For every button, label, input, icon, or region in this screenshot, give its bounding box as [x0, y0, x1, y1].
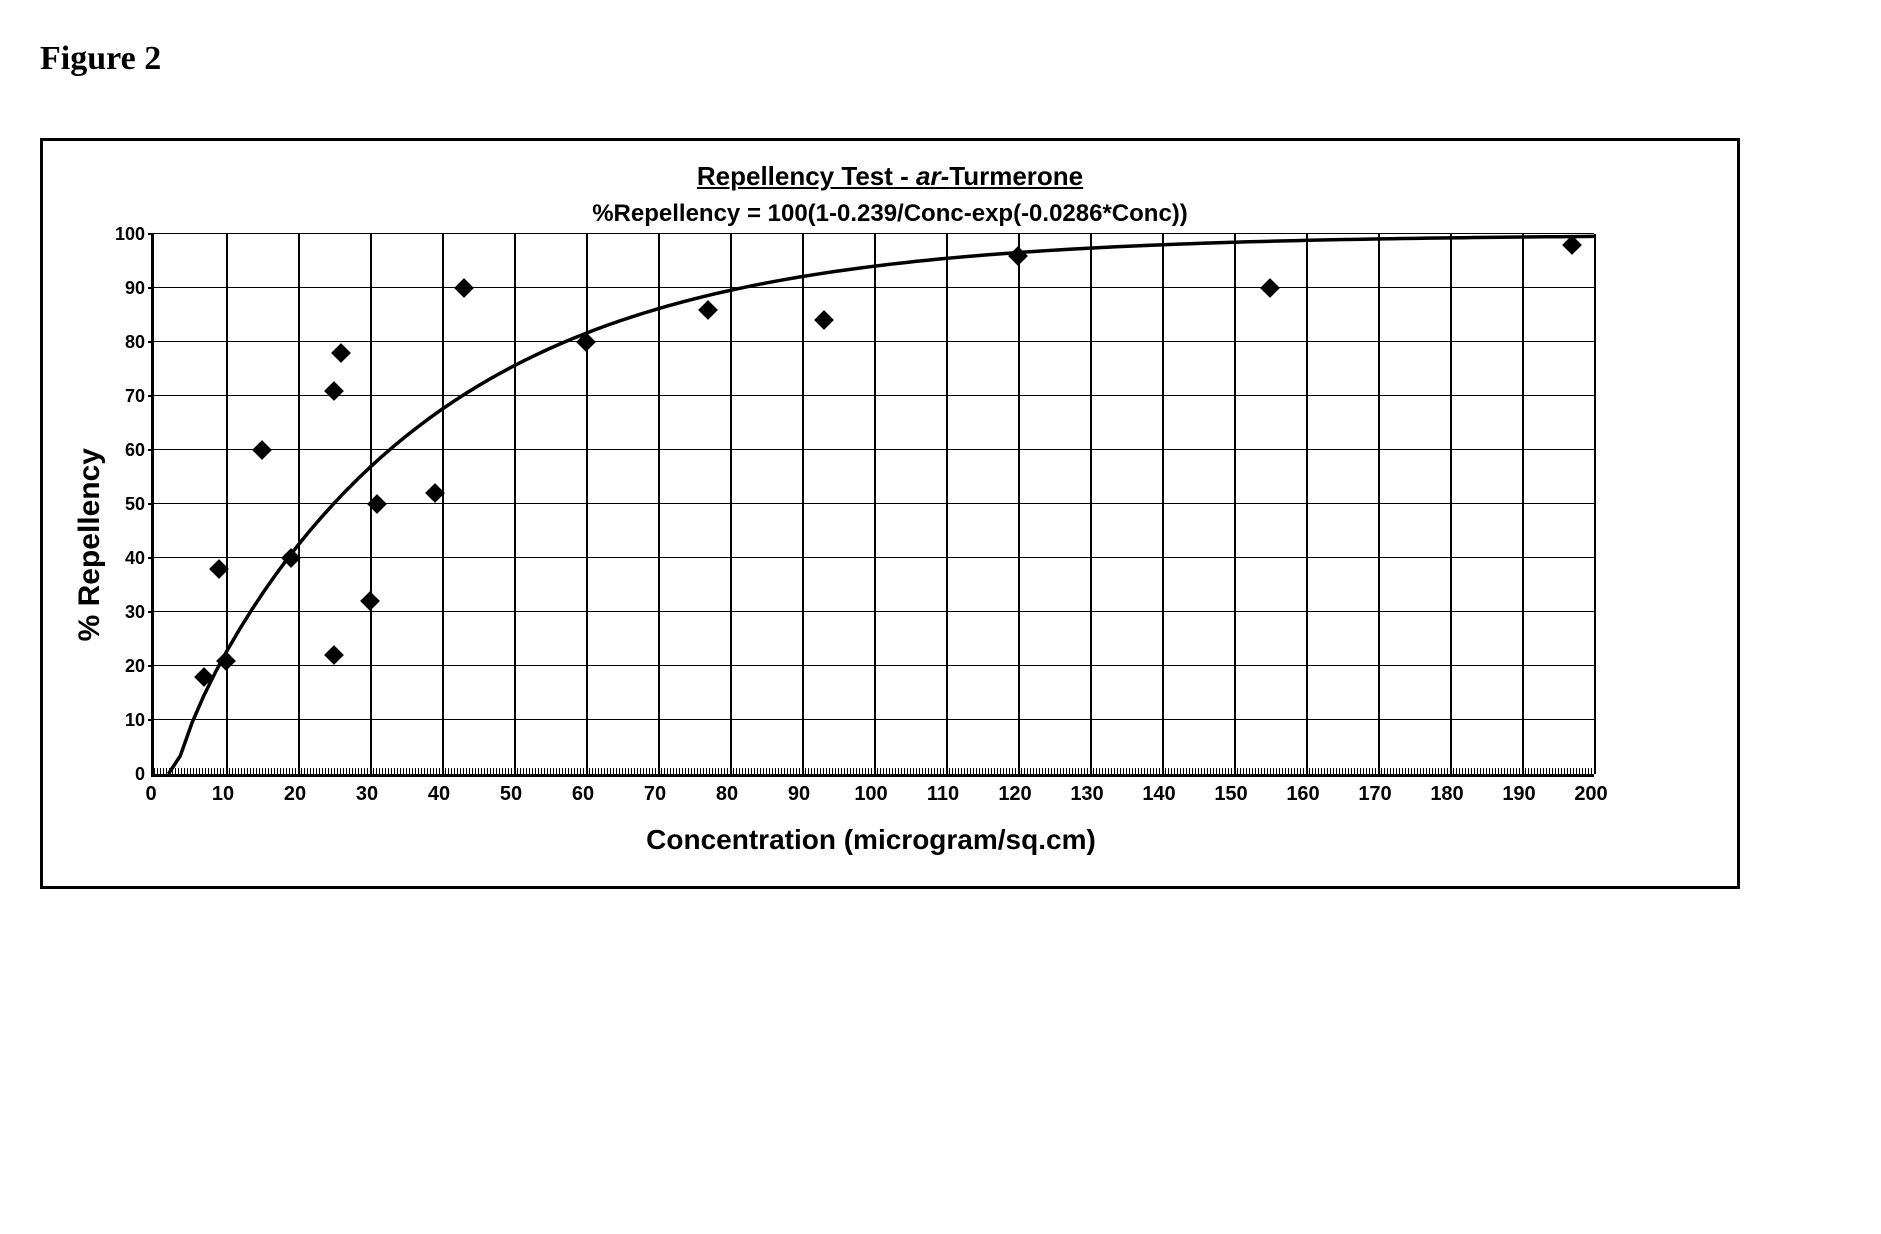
y-tick-mark — [148, 449, 154, 451]
x-tick-label: 150 — [1195, 783, 1267, 806]
x-tick-label: 90 — [763, 783, 835, 806]
gridline-vertical — [1162, 234, 1164, 774]
x-tick-label: 140 — [1123, 783, 1195, 806]
gridline-vertical — [1090, 234, 1092, 774]
x-tick-label: 80 — [691, 783, 763, 806]
gridline-horizontal — [154, 665, 1594, 667]
plot-area — [151, 234, 1594, 777]
chart-title-suffix: Turmerone — [949, 161, 1083, 191]
x-axis-label: Concentration (microgram/sq.cm) — [115, 824, 1627, 856]
y-tick-mark — [148, 341, 154, 343]
y-tick-mark — [148, 611, 154, 613]
gridline-vertical — [1522, 234, 1524, 774]
gridline-vertical — [802, 234, 804, 774]
x-tick-label: 160 — [1267, 783, 1339, 806]
gridline-vertical — [442, 234, 444, 774]
x-tick-label: 30 — [331, 783, 403, 806]
chart-title: Repellency Test - ar-Turmerone — [697, 161, 1083, 191]
x-tick-label: 130 — [1051, 783, 1123, 806]
x-tick-label: 10 — [187, 783, 259, 806]
x-tick-label: 110 — [907, 783, 979, 806]
x-tick-label: 40 — [403, 783, 475, 806]
gridline-vertical — [730, 234, 732, 774]
gridline-horizontal — [154, 449, 1594, 451]
gridline-vertical — [874, 234, 876, 774]
x-tick-label: 100 — [835, 783, 907, 806]
gridline-vertical — [1018, 234, 1020, 774]
gridline-vertical — [1378, 234, 1380, 774]
chart-container: Repellency Test - ar-Turmerone %Repellen… — [40, 138, 1740, 889]
gridline-vertical — [586, 234, 588, 774]
gridline-horizontal — [154, 557, 1594, 559]
gridline-vertical — [226, 234, 228, 774]
y-tick-mark — [148, 233, 154, 235]
gridline-vertical — [1594, 234, 1596, 774]
gridline-horizontal — [154, 395, 1594, 397]
y-tick-labels: 1009080706050403020100 — [115, 234, 151, 774]
x-tick-label: 120 — [979, 783, 1051, 806]
chart-title-prefix: Repellency Test - — [697, 161, 916, 191]
gridline-horizontal — [154, 233, 1594, 235]
chart-title-italic: ar- — [916, 161, 949, 191]
gridline-vertical — [946, 234, 948, 774]
x-tick-label: 50 — [475, 783, 547, 806]
x-tick-label: 20 — [259, 783, 331, 806]
gridline-vertical — [298, 234, 300, 774]
y-tick-mark — [148, 395, 154, 397]
gridline-horizontal — [154, 719, 1594, 721]
gridline-vertical — [1450, 234, 1452, 774]
x-tick-labels: 0102030405060708090100110120130140150160… — [151, 783, 1627, 806]
gridline-vertical — [658, 234, 660, 774]
figure-caption: Figure 2 — [40, 40, 1841, 78]
x-tick-label: 70 — [619, 783, 691, 806]
gridline-horizontal — [154, 341, 1594, 343]
x-tick-label: 170 — [1339, 783, 1411, 806]
gridline-vertical — [1306, 234, 1308, 774]
chart-subtitle: %Repellency = 100(1-0.239/Conc-exp(-0.02… — [73, 200, 1707, 228]
y-axis-label: % Repellency — [73, 448, 107, 641]
y-tick-mark — [148, 557, 154, 559]
y-tick-mark — [148, 719, 154, 721]
gridline-horizontal — [154, 287, 1594, 289]
gridline-vertical — [1234, 234, 1236, 774]
x-tick-label: 0 — [115, 783, 187, 806]
y-tick-mark — [148, 503, 154, 505]
x-tick-label: 60 — [547, 783, 619, 806]
x-tick-label: 190 — [1483, 783, 1555, 806]
x-tick-label: 180 — [1411, 783, 1483, 806]
y-tick-mark — [148, 665, 154, 667]
y-tick-mark — [148, 287, 154, 289]
gridline-vertical — [514, 234, 516, 774]
x-tick-label: 200 — [1555, 783, 1627, 806]
